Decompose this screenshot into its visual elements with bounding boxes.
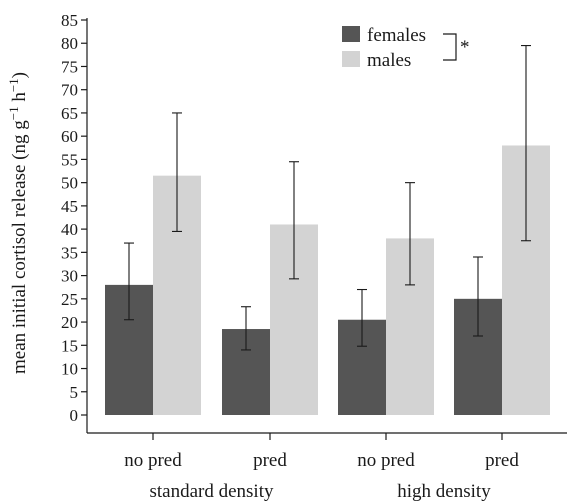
- bars: [105, 145, 550, 415]
- y-tick-label: 75: [61, 57, 78, 76]
- significance-marker: *: [460, 37, 470, 58]
- y-tick-label: 45: [61, 197, 78, 216]
- y-tick-label: 30: [61, 267, 78, 286]
- y-tick-label: 80: [61, 34, 78, 53]
- x-group-label: standard density: [149, 481, 274, 502]
- y-tick-label: 65: [61, 104, 78, 123]
- y-axis-title-sup1: −1: [6, 106, 21, 120]
- y-axis-title: mean initial cortisol release (ng g−1 h−…: [6, 72, 30, 374]
- legend-label-males: males: [367, 50, 411, 71]
- x-category-label: no pred: [357, 450, 415, 471]
- y-tick-label: 35: [61, 243, 78, 262]
- y-tick-label: 20: [61, 313, 78, 332]
- y-tick-label: 55: [61, 150, 78, 169]
- legend-label-females: females: [367, 25, 426, 46]
- y-axis-title-sup2: −1: [6, 78, 21, 92]
- y-tick-label: 50: [61, 174, 78, 193]
- legend-swatch-males: [342, 51, 360, 67]
- x-category-label: no pred: [124, 450, 182, 471]
- y-tick-label: 25: [61, 290, 78, 309]
- x-group-labels: standard density high density: [149, 481, 491, 502]
- error-bars: [124, 45, 531, 351]
- y-tick-label: 70: [61, 81, 78, 100]
- y-tick-label: 5: [70, 383, 79, 402]
- legend: females males *: [342, 25, 470, 71]
- x-category-labels: no pred pred no pred pred: [124, 450, 519, 471]
- x-category-label: pred: [253, 450, 287, 471]
- y-axis: 0 5 10 15 20 25 30 35 40 45 50 55 60 65 70 75 80 85: [61, 11, 88, 433]
- y-tick-label: 15: [61, 336, 78, 355]
- y-tick-label: 40: [61, 220, 78, 239]
- x-axis: [87, 432, 567, 440]
- y-tick-label: 60: [61, 127, 78, 146]
- x-category-label: pred: [485, 450, 519, 471]
- y-tick-label: 0: [70, 406, 79, 425]
- significance-bracket: [443, 33, 457, 61]
- y-tick-label: 10: [61, 360, 78, 379]
- legend-swatch-females: [342, 26, 360, 42]
- x-group-label: high density: [397, 481, 491, 502]
- y-tick-label: 85: [61, 11, 78, 30]
